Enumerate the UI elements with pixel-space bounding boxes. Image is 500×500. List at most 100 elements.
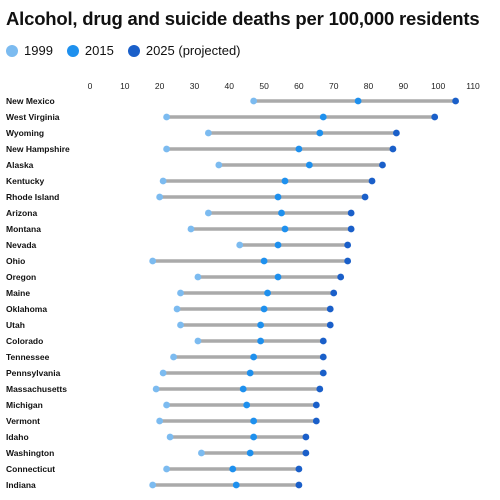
point-1999 [152,385,160,393]
point-2015 [278,209,285,217]
point-1999 [170,353,177,361]
state-label: Connecticut [6,464,55,474]
state-label: Tennessee [6,352,50,362]
point-1999 [163,401,171,409]
x-tick-label: 110 [466,81,480,91]
state-label: Indiana [6,480,36,490]
x-tick-label: 10 [120,81,130,91]
point-1999 [163,145,171,153]
legend-item-2015: 2015 [66,43,114,58]
point-2015 [250,433,258,441]
legend-label-2025: 2025 (projected) [145,43,241,58]
state-label: New Mexico [6,96,55,106]
point-2015 [274,193,282,201]
point-1999 [177,289,184,297]
point-1999 [187,225,195,233]
point-2015 [246,449,254,457]
point-2015 [274,241,282,249]
x-tick-label: 70 [329,81,339,91]
state-label: Idaho [6,432,29,442]
point-2025 [312,401,320,409]
point-1999 [194,337,202,345]
legend-item-2025: 2025 (projected) [127,43,241,58]
state-label: Vermont [6,416,40,426]
point-2015 [295,145,303,153]
state-label: Washington [6,448,54,458]
point-2015 [274,273,282,281]
state-label: Maine [6,288,30,298]
point-2025 [452,97,459,105]
legend-label-1999: 1999 [24,43,53,58]
point-2025 [337,273,345,281]
point-2025 [295,481,303,489]
chart-title: Alcohol, drug and suicide deaths per 100… [6,8,480,29]
legend-dot-1999 [6,44,18,57]
point-2025 [344,241,352,249]
point-1999 [149,481,157,489]
point-2025 [389,145,397,153]
point-2025 [379,161,386,169]
point-2015 [257,337,265,345]
point-2025 [431,113,439,121]
point-2015 [250,353,258,361]
x-tick-label: 90 [399,81,409,91]
point-1999 [215,161,223,169]
x-tick-label: 50 [259,81,269,91]
point-2025 [319,369,327,377]
point-2025 [302,433,310,441]
point-2025 [368,177,376,185]
legend-dot-2015 [66,44,79,57]
point-2015 [257,321,265,329]
point-2015 [316,129,324,137]
point-2015 [232,481,240,489]
point-2015 [281,225,289,233]
state-label: Arizona [6,208,37,218]
chart-legend: 1999 2015 2025 (projected) [6,43,241,58]
point-2025 [347,225,355,233]
point-2015 [354,97,362,105]
point-1999 [177,321,184,329]
point-2015 [260,257,268,265]
point-1999 [159,369,167,377]
point-2015 [229,465,237,473]
point-2025 [295,465,303,473]
point-2015 [239,385,247,393]
x-tick-label: 60 [294,81,304,91]
state-label: Wyoming [6,128,44,138]
point-1999 [204,129,212,137]
point-2025 [393,129,400,137]
point-1999 [156,417,164,425]
x-tick-label: 0 [88,81,93,91]
state-label: Colorado [6,336,43,346]
point-2015 [260,305,268,313]
point-1999 [236,241,244,249]
state-label: Massachusetts [6,384,67,394]
point-1999 [250,97,258,105]
point-2025 [326,321,334,329]
point-1999 [198,449,205,457]
point-1999 [163,465,171,473]
legend-dot-2025 [127,44,140,57]
state-label: Nevada [6,240,37,250]
point-2015 [264,289,271,297]
point-2025 [330,289,338,297]
point-1999 [166,433,174,441]
point-2025 [312,417,320,425]
point-2025 [344,257,352,265]
point-1999 [173,305,181,313]
point-1999 [204,209,212,217]
x-tick-label: 30 [190,81,200,91]
x-tick-label: 100 [431,81,445,91]
state-label: Rhode Island [6,192,59,202]
state-label: Oklahoma [6,304,47,314]
point-2015 [281,177,289,185]
state-label: Michigan [6,400,43,410]
state-label: New Hampshire [6,144,70,154]
point-2015 [243,401,251,409]
state-label: Oregon [6,272,36,282]
state-label: Kentucky [6,176,45,186]
state-label: Montana [6,224,41,234]
state-label: Utah [6,320,25,330]
